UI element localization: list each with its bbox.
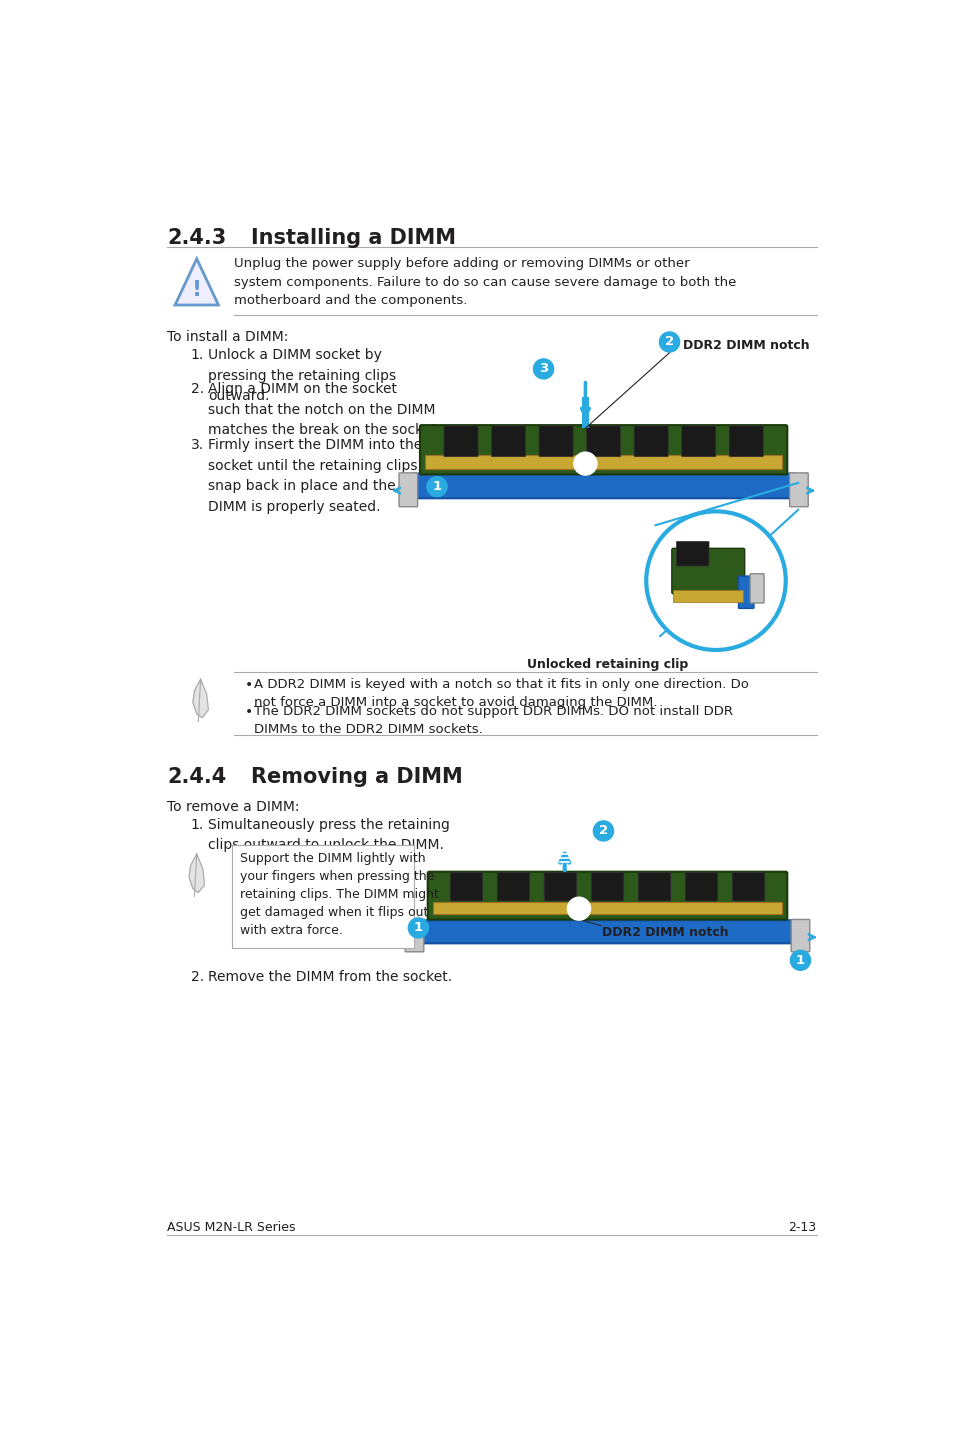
Circle shape <box>427 477 447 496</box>
Text: 2: 2 <box>664 335 674 348</box>
Text: Unplug the power supply before adding or removing DIMMs or other
system componen: Unplug the power supply before adding or… <box>233 257 736 308</box>
Circle shape <box>593 821 613 841</box>
Circle shape <box>790 951 810 971</box>
Text: A DDR2 DIMM is keyed with a notch so that it fits in only one direction. Do
not : A DDR2 DIMM is keyed with a notch so tha… <box>253 677 748 709</box>
FancyBboxPatch shape <box>233 844 414 948</box>
Text: Support the DIMM lightly with
your fingers when pressing the
retaining clips. Th: Support the DIMM lightly with your finge… <box>240 853 438 938</box>
Circle shape <box>645 512 785 650</box>
FancyBboxPatch shape <box>425 456 781 469</box>
FancyBboxPatch shape <box>732 873 764 902</box>
Text: 1: 1 <box>432 480 441 493</box>
Text: ASUS M2N-LR Series: ASUS M2N-LR Series <box>167 1221 295 1234</box>
Text: Simultaneously press the retaining
clips outward to unlock the DIMM.: Simultaneously press the retaining clips… <box>208 818 450 853</box>
Text: Firmly insert the DIMM into the
socket until the retaining clips
snap back in pl: Firmly insert the DIMM into the socket u… <box>208 439 422 513</box>
Text: 1.: 1. <box>191 818 204 831</box>
FancyBboxPatch shape <box>728 426 762 457</box>
Text: Unlocked retaining clip: Unlocked retaining clip <box>526 657 687 670</box>
Text: 1: 1 <box>414 922 422 935</box>
Circle shape <box>659 332 679 352</box>
Text: To install a DIMM:: To install a DIMM: <box>167 331 289 345</box>
Text: 2.4.4: 2.4.4 <box>167 766 226 787</box>
FancyBboxPatch shape <box>586 426 620 457</box>
Polygon shape <box>174 259 218 305</box>
FancyBboxPatch shape <box>676 541 708 567</box>
Text: 2.: 2. <box>191 383 203 395</box>
Text: Unlock a DIMM socket by
pressing the retaining clips
outward.: Unlock a DIMM socket by pressing the ret… <box>208 348 396 403</box>
FancyBboxPatch shape <box>450 873 482 902</box>
FancyBboxPatch shape <box>405 919 423 952</box>
Circle shape <box>574 453 596 475</box>
Text: Removing a DIMM: Removing a DIMM <box>251 766 462 787</box>
Text: DDR2 DIMM notch: DDR2 DIMM notch <box>682 338 809 351</box>
FancyBboxPatch shape <box>491 426 525 457</box>
Text: DDR2 DIMM notch: DDR2 DIMM notch <box>601 926 728 939</box>
FancyBboxPatch shape <box>634 426 667 457</box>
Text: 2.4.3: 2.4.3 <box>167 229 226 247</box>
Text: •: • <box>245 706 253 719</box>
FancyBboxPatch shape <box>581 397 588 429</box>
Text: Remove the DIMM from the socket.: Remove the DIMM from the socket. <box>208 969 452 984</box>
Text: To remove a DIMM:: To remove a DIMM: <box>167 800 299 814</box>
FancyBboxPatch shape <box>398 473 417 506</box>
FancyBboxPatch shape <box>419 920 794 943</box>
Text: Align a DIMM on the socket
such that the notch on the DIMM
matches the break on : Align a DIMM on the socket such that the… <box>208 383 441 437</box>
Circle shape <box>408 917 428 938</box>
FancyBboxPatch shape <box>543 873 577 902</box>
FancyBboxPatch shape <box>412 473 794 499</box>
FancyBboxPatch shape <box>749 574 763 603</box>
Text: 2-13: 2-13 <box>788 1221 816 1234</box>
FancyBboxPatch shape <box>591 873 623 902</box>
FancyBboxPatch shape <box>671 548 744 594</box>
FancyBboxPatch shape <box>538 426 573 457</box>
Text: Installing a DIMM: Installing a DIMM <box>251 229 456 247</box>
FancyBboxPatch shape <box>681 426 715 457</box>
Text: 3: 3 <box>538 362 548 375</box>
Polygon shape <box>189 854 204 893</box>
FancyBboxPatch shape <box>684 873 717 902</box>
FancyBboxPatch shape <box>790 919 809 952</box>
Text: The DDR2 DIMM sockets do not support DDR DIMMs. DO not install DDR
DIMMs to the : The DDR2 DIMM sockets do not support DDR… <box>253 706 732 736</box>
FancyBboxPatch shape <box>419 426 786 475</box>
Text: 1.: 1. <box>191 348 204 362</box>
Polygon shape <box>193 679 208 718</box>
Circle shape <box>533 360 553 380</box>
Circle shape <box>568 897 589 919</box>
Text: 2: 2 <box>598 824 607 837</box>
FancyBboxPatch shape <box>738 577 753 608</box>
Text: 2.: 2. <box>191 969 203 984</box>
FancyBboxPatch shape <box>433 902 781 915</box>
Text: 3.: 3. <box>191 439 203 452</box>
FancyBboxPatch shape <box>673 590 742 603</box>
FancyBboxPatch shape <box>497 873 529 902</box>
FancyBboxPatch shape <box>443 426 477 457</box>
FancyBboxPatch shape <box>638 873 670 902</box>
Text: 1: 1 <box>795 953 804 966</box>
Text: •: • <box>245 677 253 692</box>
FancyBboxPatch shape <box>789 473 807 506</box>
Text: !: ! <box>192 279 202 299</box>
FancyBboxPatch shape <box>427 871 786 919</box>
